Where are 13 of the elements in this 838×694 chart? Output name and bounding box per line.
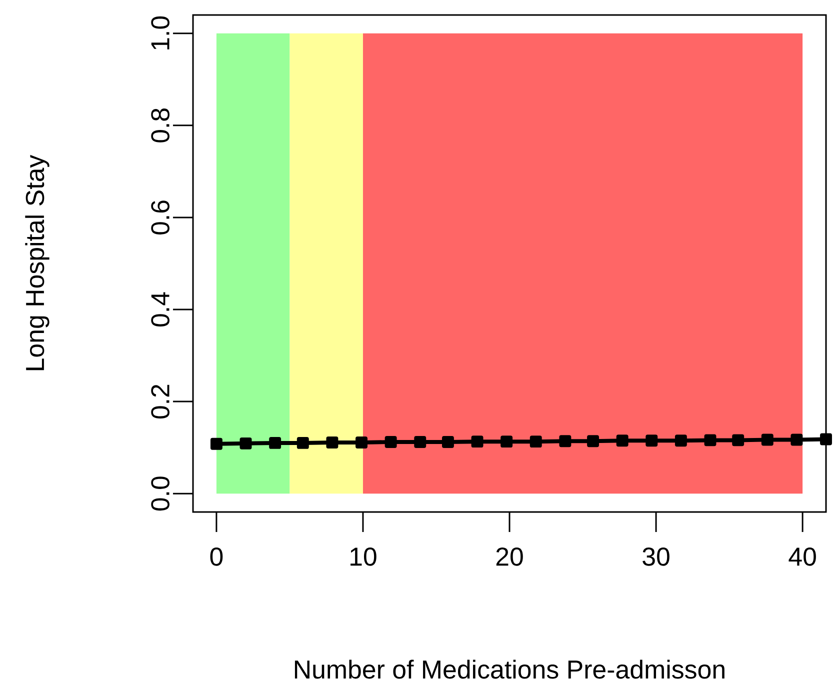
x-axis-title: Number of Medications Pre-admisson — [294, 660, 724, 679]
y-tick-label: 0.4 — [151, 292, 170, 326]
y-tick-label: 0.8 — [151, 108, 170, 142]
y-tick-label: 0.6 — [151, 200, 170, 234]
y-tick-label: 0.2 — [151, 384, 170, 419]
x-tick-label: 0 — [210, 547, 223, 566]
x-tick-label: 20 — [496, 547, 523, 566]
y-tick-label: 1.0 — [151, 16, 170, 50]
y-axis-title: Long Hospital Stay — [25, 154, 50, 370]
x-tick-label: 10 — [350, 547, 376, 566]
x-tick-label: 40 — [788, 547, 816, 566]
y-tick-label: 0.0 — [151, 476, 170, 511]
x-tick-label: 30 — [642, 547, 670, 566]
